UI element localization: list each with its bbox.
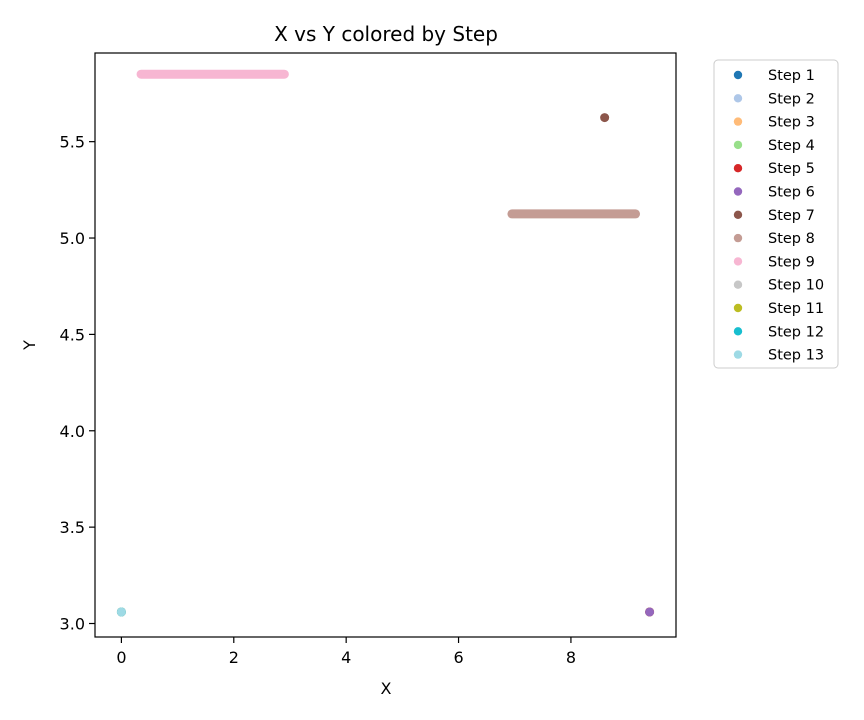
y-axis: 3.0 3.5 4.0 4.5 5.0 5.5 (60, 133, 95, 634)
plot-area (116, 69, 655, 617)
legend-label: Step 3 (768, 115, 815, 131)
legend-marker (733, 303, 743, 313)
y-axis-label: Y (20, 340, 39, 351)
legend-label: Step 1 (768, 68, 815, 84)
x-tick-label: 6 (453, 648, 463, 667)
legend-marker (733, 257, 743, 266)
legend-label: Step 5 (768, 161, 815, 177)
legend-label: Step 12 (768, 324, 824, 340)
legend-marker (733, 70, 743, 80)
legend-marker (733, 350, 743, 359)
legend-marker (733, 94, 743, 103)
x-tick-label: 0 (116, 648, 126, 667)
y-tick-label: 3.0 (60, 615, 85, 634)
legend-marker (733, 140, 743, 150)
data-point-step-13 (116, 607, 126, 617)
legend: Step 1 Step 2 Step 3 Step 4 Step 5 Step 6 Step… (713, 59, 839, 369)
legend-label: Step 13 (768, 348, 824, 364)
y-tick-label: 3.5 (60, 518, 85, 537)
legend-marker (733, 117, 743, 126)
x-axis-label: X (381, 679, 392, 698)
y-tick-label: 5.0 (60, 229, 85, 248)
legend-label: Step 2 (768, 91, 815, 107)
y-tick-label: 4.0 (60, 422, 85, 441)
plot-frame (94, 52, 677, 638)
y-tick-label: 5.5 (60, 133, 85, 152)
legend-label: Step 9 (768, 254, 815, 270)
legend-marker (733, 233, 743, 243)
x-tick-label: 8 (566, 648, 576, 667)
data-point-step-6 (645, 607, 655, 617)
legend-marker (733, 187, 743, 196)
legend-label: Step 8 (768, 231, 815, 247)
legend-marker (733, 164, 743, 173)
y-tick-label: 4.5 (60, 325, 85, 344)
legend-label: Step 6 (768, 185, 815, 201)
legend-label: Step 10 (768, 278, 824, 294)
legend-label: Step 4 (768, 138, 815, 154)
x-tick-label: 4 (341, 648, 351, 667)
legend-label: Step 7 (768, 208, 815, 224)
legend-marker (733, 210, 743, 219)
legend-box (713, 59, 839, 369)
x-axis: 0 2 4 6 8 (116, 637, 576, 667)
data-point-step-7 (600, 113, 610, 123)
legend-label: Step 11 (768, 301, 824, 317)
legend-marker (733, 280, 743, 289)
legend-marker (733, 327, 743, 336)
chart-title: X vs Y colored by Step (274, 22, 498, 46)
x-tick-label: 2 (229, 648, 239, 667)
